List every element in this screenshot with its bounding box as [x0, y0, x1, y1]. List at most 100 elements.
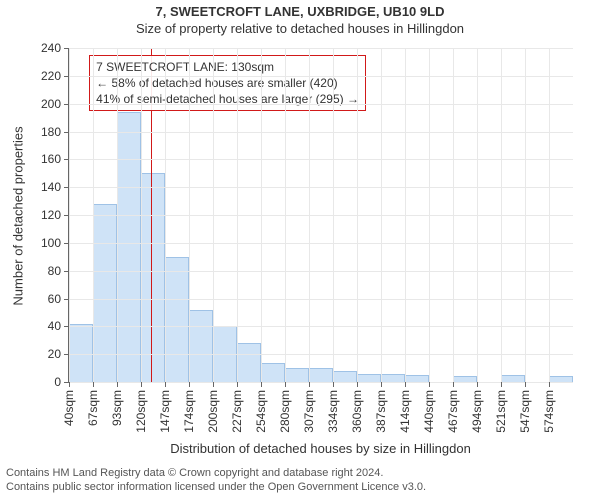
gridline-vertical — [333, 48, 334, 382]
y-tick-label: 180 — [41, 125, 69, 139]
x-tick-label: 467sqm — [446, 390, 460, 433]
x-tick-label: 387sqm — [374, 390, 388, 433]
gridline-vertical — [165, 48, 166, 382]
gridline-vertical — [93, 48, 94, 382]
y-tick-label: 200 — [41, 97, 69, 111]
gridline-vertical — [237, 48, 238, 382]
x-tick-label: 547sqm — [518, 390, 532, 433]
gridline-vertical — [381, 48, 382, 382]
x-tick-mark — [405, 382, 406, 387]
x-tick-label: 440sqm — [422, 390, 436, 433]
gridline-horizontal — [69, 104, 573, 105]
x-tick-label: 67sqm — [86, 390, 100, 426]
gridline-vertical — [405, 48, 406, 382]
x-tick-mark — [477, 382, 478, 387]
x-tick-mark — [69, 382, 70, 387]
x-tick-label: 120sqm — [134, 390, 148, 433]
x-tick-mark — [309, 382, 310, 387]
gridline-vertical — [117, 48, 118, 382]
gridline-horizontal — [69, 271, 573, 272]
x-tick-mark — [93, 382, 94, 387]
histogram-bar — [117, 112, 141, 382]
x-tick-mark — [213, 382, 214, 387]
gridline-vertical — [189, 48, 190, 382]
x-tick-label: 360sqm — [350, 390, 364, 433]
x-tick-label: 200sqm — [206, 390, 220, 433]
x-tick-mark — [117, 382, 118, 387]
gridline-horizontal — [69, 299, 573, 300]
page-title: 7, SWEETCROFT LANE, UXBRIDGE, UB10 9LD — [0, 0, 600, 19]
gridline-vertical — [285, 48, 286, 382]
y-tick-label: 140 — [41, 180, 69, 194]
y-axis-label: Number of detached properties — [11, 126, 26, 305]
x-tick-mark — [525, 382, 526, 387]
x-tick-label: 40sqm — [62, 390, 76, 426]
gridline-horizontal — [69, 243, 573, 244]
y-tick-label: 240 — [41, 41, 69, 55]
gridline-vertical — [357, 48, 358, 382]
y-tick-label: 20 — [48, 347, 69, 361]
page-subtitle: Size of property relative to detached ho… — [0, 19, 600, 36]
annotation-line: 41% of semi-detached houses are larger (… — [96, 91, 359, 107]
x-tick-mark — [285, 382, 286, 387]
histogram-bar — [285, 368, 309, 382]
histogram-bar — [309, 368, 333, 382]
histogram-bar — [357, 374, 381, 382]
x-tick-mark — [237, 382, 238, 387]
gridline-vertical — [525, 48, 526, 382]
gridline-vertical — [549, 48, 550, 382]
gridline-vertical — [141, 48, 142, 382]
histogram-bar — [501, 375, 525, 382]
histogram-bar — [93, 204, 117, 382]
y-tick-label: 80 — [48, 264, 69, 278]
x-axis-label: Distribution of detached houses by size … — [68, 441, 573, 456]
gridline-vertical — [429, 48, 430, 382]
gridline-horizontal — [69, 48, 573, 49]
x-tick-mark — [141, 382, 142, 387]
gridline-vertical — [261, 48, 262, 382]
gridline-vertical — [477, 48, 478, 382]
histogram-bar — [189, 310, 213, 382]
x-tick-label: 414sqm — [398, 390, 412, 433]
x-tick-label: 227sqm — [230, 390, 244, 433]
gridline-vertical — [309, 48, 310, 382]
x-tick-label: 93sqm — [110, 390, 124, 426]
x-tick-mark — [549, 382, 550, 387]
x-tick-mark — [501, 382, 502, 387]
footer-line: Contains HM Land Registry data © Crown c… — [6, 466, 594, 480]
histogram-chart: 7 SWEETCROFT LANE: 130sqm← 58% of detach… — [68, 48, 573, 383]
x-tick-mark — [165, 382, 166, 387]
x-tick-label: 307sqm — [302, 390, 316, 433]
annotation-line: 7 SWEETCROFT LANE: 130sqm — [96, 59, 359, 75]
x-tick-label: 174sqm — [182, 390, 196, 433]
x-tick-mark — [261, 382, 262, 387]
x-tick-label: 334sqm — [326, 390, 340, 433]
y-tick-label: 60 — [48, 292, 69, 306]
x-tick-mark — [429, 382, 430, 387]
footer-line: Contains public sector information licen… — [6, 480, 594, 494]
gridline-vertical — [453, 48, 454, 382]
histogram-bar — [381, 374, 405, 382]
gridline-horizontal — [69, 326, 573, 327]
y-tick-label: 100 — [41, 236, 69, 250]
gridline-vertical — [69, 48, 70, 382]
x-tick-mark — [357, 382, 358, 387]
histogram-bar — [69, 324, 93, 382]
histogram-bar — [333, 371, 357, 382]
y-tick-label: 160 — [41, 152, 69, 166]
gridline-horizontal — [69, 354, 573, 355]
gridline-horizontal — [69, 215, 573, 216]
x-tick-label: 254sqm — [254, 390, 268, 433]
annotation-line: ← 58% of detached houses are smaller (42… — [96, 75, 359, 91]
y-tick-label: 120 — [41, 208, 69, 222]
x-tick-mark — [453, 382, 454, 387]
gridline-horizontal — [69, 382, 573, 383]
histogram-bar — [405, 375, 429, 382]
y-tick-label: 40 — [48, 319, 69, 333]
histogram-bar — [141, 173, 165, 382]
gridline-vertical — [213, 48, 214, 382]
x-tick-mark — [381, 382, 382, 387]
gridline-horizontal — [69, 187, 573, 188]
footer-attribution: Contains HM Land Registry data © Crown c… — [0, 466, 600, 495]
x-tick-label: 494sqm — [470, 390, 484, 433]
